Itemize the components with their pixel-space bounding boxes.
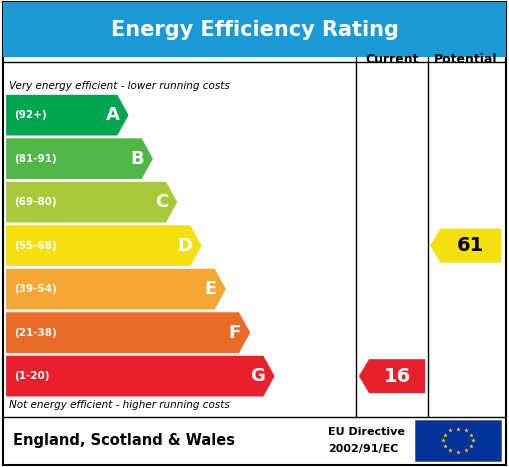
Polygon shape xyxy=(6,356,274,396)
Polygon shape xyxy=(6,95,129,135)
Text: (55-68): (55-68) xyxy=(14,241,56,251)
Text: (39-54): (39-54) xyxy=(14,284,56,294)
Polygon shape xyxy=(6,182,177,222)
Polygon shape xyxy=(6,269,226,310)
Text: E: E xyxy=(205,280,217,298)
Text: F: F xyxy=(229,324,241,342)
Text: (1-20): (1-20) xyxy=(14,371,49,381)
Text: (92+): (92+) xyxy=(14,110,46,120)
Text: 16: 16 xyxy=(383,367,411,386)
Text: Energy Efficiency Rating: Energy Efficiency Rating xyxy=(110,20,399,40)
Text: Very energy efficient - lower running costs: Very energy efficient - lower running co… xyxy=(9,81,230,91)
Text: Current: Current xyxy=(365,53,419,66)
Bar xyxy=(415,420,501,461)
Text: (81-91): (81-91) xyxy=(14,154,56,163)
Text: C: C xyxy=(155,193,168,211)
Text: A: A xyxy=(105,106,120,124)
Text: B: B xyxy=(130,149,144,168)
Polygon shape xyxy=(6,225,202,266)
Text: Not energy efficient - higher running costs: Not energy efficient - higher running co… xyxy=(9,400,230,410)
Text: (21-38): (21-38) xyxy=(14,328,56,338)
Polygon shape xyxy=(359,359,425,393)
Text: 61: 61 xyxy=(457,236,485,255)
Text: EU Directive: EU Directive xyxy=(328,427,405,437)
Text: D: D xyxy=(178,237,192,255)
Polygon shape xyxy=(6,138,153,179)
Polygon shape xyxy=(6,312,250,353)
Text: 2002/91/EC: 2002/91/EC xyxy=(328,444,399,454)
Text: G: G xyxy=(250,367,265,385)
Polygon shape xyxy=(430,229,501,262)
Text: England, Scotland & Wales: England, Scotland & Wales xyxy=(13,433,235,448)
Bar xyxy=(3,2,506,57)
Text: (69-80): (69-80) xyxy=(14,197,56,207)
Text: Potential: Potential xyxy=(434,53,497,66)
